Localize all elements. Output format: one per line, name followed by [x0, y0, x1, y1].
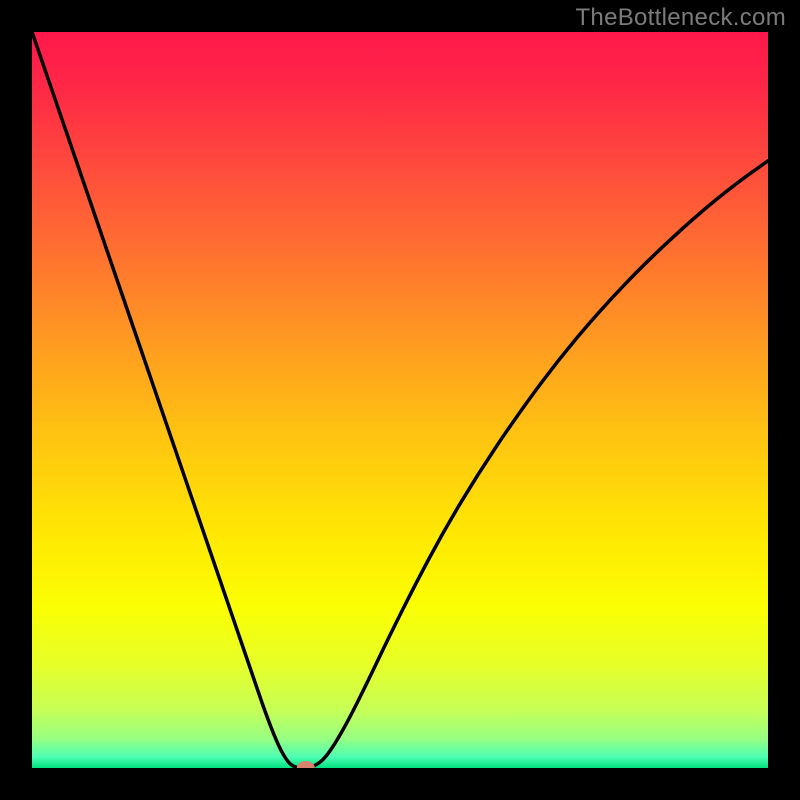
- watermark-label: TheBottleneck.com: [575, 4, 786, 32]
- chart-svg: [32, 32, 768, 768]
- chart-background: [32, 32, 768, 768]
- chart-plot-area: [32, 32, 768, 768]
